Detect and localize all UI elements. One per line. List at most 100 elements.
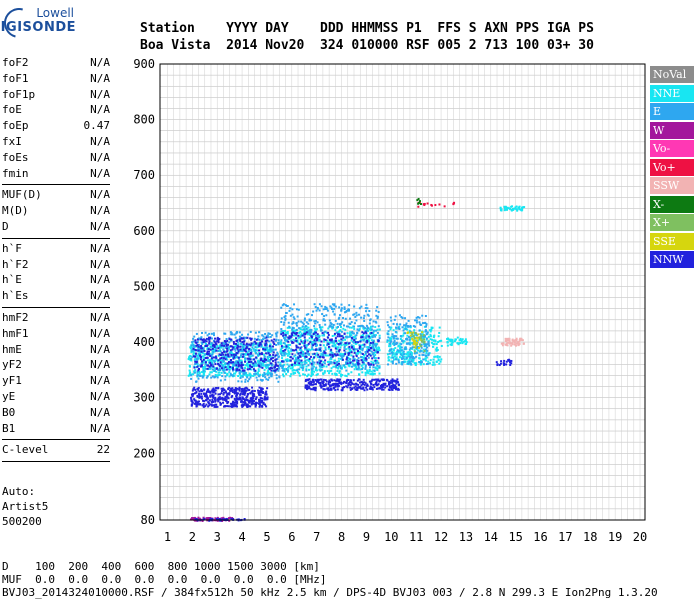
data-point <box>436 348 439 351</box>
data-point <box>192 355 195 358</box>
data-point <box>328 319 331 322</box>
data-point <box>341 358 344 361</box>
data-point <box>197 388 200 391</box>
data-point <box>242 353 245 356</box>
data-point <box>369 333 372 336</box>
data-point <box>195 332 198 335</box>
x-tick-label: 4 <box>238 530 245 544</box>
data-point <box>427 360 430 363</box>
data-point <box>377 383 380 386</box>
data-point <box>299 334 302 337</box>
data-point <box>412 331 415 334</box>
param-name: h`E <box>2 273 22 287</box>
data-point <box>354 365 357 368</box>
data-point <box>201 404 204 407</box>
data-point <box>414 363 417 366</box>
data-point <box>340 355 343 358</box>
data-point <box>329 305 332 308</box>
data-point <box>284 342 287 345</box>
data-point <box>251 399 254 402</box>
data-point <box>405 357 408 360</box>
data-point <box>418 354 421 357</box>
legend-item-e: E <box>650 103 694 120</box>
data-point <box>254 360 257 363</box>
data-point <box>244 359 247 362</box>
data-point <box>371 353 374 356</box>
data-point <box>336 378 339 381</box>
data-point <box>451 341 454 344</box>
data-point <box>304 325 307 328</box>
data-point <box>192 353 195 356</box>
data-point <box>284 348 287 351</box>
data-point <box>291 367 294 370</box>
data-point <box>343 346 346 349</box>
data-point <box>215 343 218 346</box>
data-point <box>274 369 277 372</box>
data-point <box>358 373 361 376</box>
data-point <box>225 400 228 403</box>
data-point <box>330 367 333 370</box>
data-point <box>335 354 338 357</box>
data-point <box>408 355 411 358</box>
data-point <box>401 317 404 320</box>
data-point <box>366 384 369 387</box>
data-point <box>303 330 306 333</box>
data-point <box>314 342 317 345</box>
data-point <box>259 401 262 404</box>
data-point <box>386 385 389 388</box>
data-point <box>257 370 260 373</box>
data-point <box>268 345 271 348</box>
data-point <box>422 353 425 356</box>
data-point <box>322 373 325 376</box>
data-point <box>321 382 324 385</box>
data-point <box>284 318 287 321</box>
data-point <box>353 386 356 389</box>
data-point <box>304 346 307 349</box>
data-point <box>425 338 428 341</box>
data-point <box>202 338 205 341</box>
data-point <box>196 372 199 375</box>
data-point <box>282 345 285 348</box>
data-point <box>288 347 291 350</box>
data-point <box>235 339 238 342</box>
data-point <box>404 324 407 327</box>
data-point <box>347 372 350 375</box>
data-point <box>202 367 205 370</box>
data-point <box>313 325 316 328</box>
data-point <box>460 340 463 343</box>
data-point <box>376 317 379 320</box>
data-point <box>230 359 233 362</box>
data-point <box>387 324 390 327</box>
data-point <box>286 326 289 329</box>
data-point <box>266 349 269 352</box>
data-point <box>370 360 373 363</box>
data-point <box>327 381 330 384</box>
data-point <box>224 378 227 381</box>
data-point <box>206 395 209 398</box>
data-point <box>219 402 222 405</box>
data-point <box>421 333 424 336</box>
data-point <box>267 359 270 362</box>
param-name: yF2 <box>2 358 22 372</box>
data-point <box>285 339 288 342</box>
data-point <box>368 370 371 373</box>
data-point <box>345 325 348 328</box>
data-point <box>333 313 336 316</box>
data-point <box>322 308 325 311</box>
data-point <box>270 357 273 360</box>
data-point <box>344 317 347 320</box>
data-points <box>187 197 526 522</box>
data-point <box>228 345 231 348</box>
data-point <box>372 373 375 376</box>
data-point <box>318 339 321 342</box>
data-point <box>310 319 313 322</box>
data-point <box>314 319 317 322</box>
data-point <box>344 351 347 354</box>
data-point <box>336 379 339 382</box>
data-point <box>207 364 210 367</box>
data-point <box>307 373 310 376</box>
data-point <box>374 353 377 356</box>
data-point <box>204 339 207 342</box>
data-point <box>215 367 218 370</box>
param-name: M(D) <box>2 204 29 218</box>
